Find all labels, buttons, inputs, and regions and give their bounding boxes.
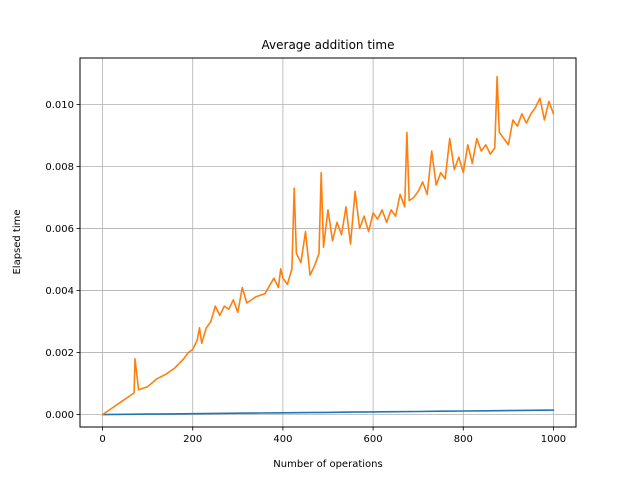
- series-line-1: [101, 75, 555, 416]
- y-tick-label: 0.002: [45, 348, 74, 359]
- x-tick-label: 600: [364, 434, 383, 445]
- x-tick-label: 800: [454, 434, 473, 445]
- x-tick-label: 200: [183, 434, 202, 445]
- x-axis-label: Number of operations: [273, 459, 382, 470]
- series-layer: [101, 75, 555, 416]
- y-tick-label: 0.008: [45, 162, 74, 173]
- y-tick-label: 0.006: [45, 224, 74, 235]
- y-tick-label: 0.010: [45, 100, 74, 111]
- y-tick-label: 0.000: [45, 410, 74, 421]
- chart-title: Average addition time: [262, 38, 395, 52]
- plot-frame: [79, 57, 577, 428]
- x-axis-ticks: 0 200 400 600 800 1000: [99, 427, 566, 445]
- y-axis-ticks: 0.000 0.002 0.004 0.006 0.008 0.010: [45, 100, 80, 421]
- grid: [80, 58, 576, 427]
- series-line-0: [101, 409, 555, 416]
- x-tick-label: 1000: [541, 434, 566, 445]
- x-tick-label: 0: [99, 434, 105, 445]
- y-axis-label: Elapsed time: [12, 209, 23, 274]
- y-tick-label: 0.004: [45, 286, 74, 297]
- x-tick-label: 400: [273, 434, 292, 445]
